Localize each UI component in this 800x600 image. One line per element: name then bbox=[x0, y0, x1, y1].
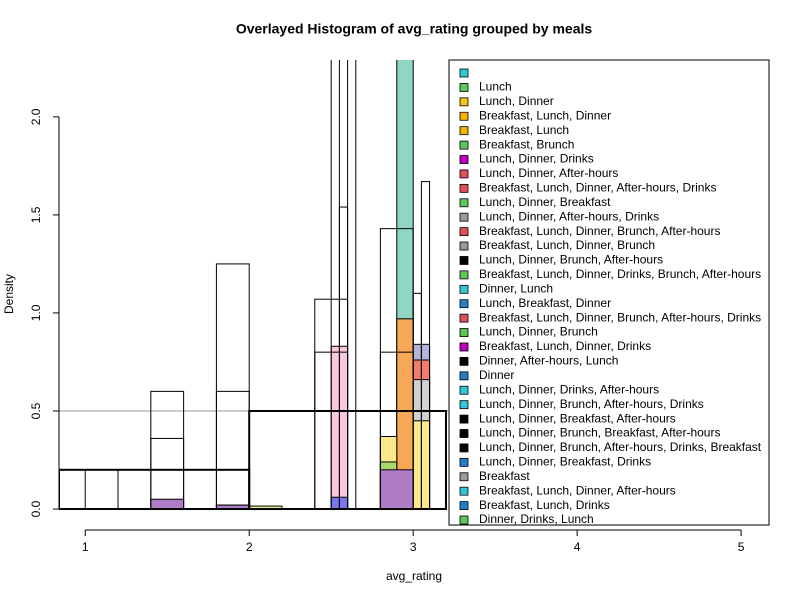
y-tick-label: 2.0 bbox=[29, 108, 43, 125]
chart-title: Overlayed Histogram of avg_rating groupe… bbox=[236, 21, 593, 37]
legend-label: Lunch, Dinner, Breakfast, Drinks bbox=[479, 455, 651, 469]
legend-swatch bbox=[459, 140, 469, 150]
legend-swatch bbox=[459, 457, 469, 467]
legend-label: Lunch, Dinner, Drinks, After-hours bbox=[479, 382, 659, 396]
legend-label: Breakfast, Lunch, Dinner, After-hours, D… bbox=[479, 181, 716, 195]
y-axis-label: Density bbox=[2, 274, 16, 314]
legend-label: Dinner, Lunch bbox=[479, 281, 553, 295]
legend-label: Lunch bbox=[479, 80, 512, 94]
histogram-bar bbox=[150, 437, 185, 510]
legend-label: Lunch, Dinner, Brunch, After-hours bbox=[479, 253, 663, 267]
legend-swatch bbox=[459, 400, 469, 410]
axes: 0.0 0.5 1.0 1.5 2.0 1 2 3 4 5 bbox=[29, 108, 745, 554]
legend-swatch bbox=[459, 284, 469, 294]
legend-swatch bbox=[459, 328, 469, 337]
legend-swatch bbox=[459, 241, 469, 251]
legend-box bbox=[448, 59, 770, 526]
histogram-bar bbox=[248, 409, 447, 511]
legend-swatch bbox=[459, 68, 469, 78]
legend-swatch bbox=[459, 212, 469, 222]
x-tick-label: 1 bbox=[82, 540, 89, 554]
legend-swatch bbox=[459, 270, 469, 280]
legend-swatch bbox=[459, 385, 469, 395]
legend-label: Lunch, Dinner, Brunch, Breakfast, After-… bbox=[479, 426, 720, 440]
legend-label: Breakfast, Lunch, Dinner bbox=[479, 108, 611, 122]
histogram-bar bbox=[347, 60, 357, 510]
legend-label: Lunch, Dinner, Brunch, After-hours, Drin… bbox=[479, 397, 704, 411]
legend-swatch bbox=[459, 443, 469, 453]
y-tick-label: 0.0 bbox=[29, 500, 43, 517]
legend-label: Lunch, Dinner, Brunch, After-hours, Drin… bbox=[479, 440, 762, 454]
legend-swatch bbox=[459, 342, 469, 352]
legend-swatch bbox=[459, 371, 469, 381]
x-tick-label: 4 bbox=[574, 540, 581, 554]
legend-swatch bbox=[459, 198, 469, 208]
histogram-bar bbox=[420, 181, 431, 510]
legend-swatch bbox=[459, 97, 469, 107]
legend-swatch bbox=[459, 126, 469, 136]
legend-swatch bbox=[459, 472, 469, 482]
legend-label: Breakfast bbox=[479, 469, 530, 483]
legend-label: Breakfast, Lunch, Dinner, After-hours bbox=[479, 483, 676, 497]
legend-label: Breakfast, Lunch, Dinner, Drinks, Brunch… bbox=[479, 267, 761, 281]
histogram-bar bbox=[84, 469, 119, 510]
legend-swatch bbox=[459, 111, 469, 121]
legend-label: Breakfast, Lunch, Dinner, Brunch bbox=[479, 238, 655, 252]
histogram-bar bbox=[215, 263, 250, 510]
legend-label: Lunch, Dinner, After-hours, Drinks bbox=[479, 209, 659, 223]
legend-swatch bbox=[459, 299, 469, 309]
x-tick-label: 5 bbox=[738, 540, 745, 554]
legend-swatch bbox=[459, 183, 469, 193]
legend-label: Lunch, Dinner bbox=[479, 94, 554, 108]
x-tick-label: 3 bbox=[410, 540, 417, 554]
legend-swatch bbox=[459, 515, 469, 525]
y-tick-label: 1.0 bbox=[29, 304, 43, 321]
legend-label: Lunch, Dinner, Breakfast bbox=[479, 195, 611, 209]
histogram-bar bbox=[150, 390, 185, 510]
legend-swatch bbox=[459, 83, 469, 92]
legend-swatch bbox=[459, 429, 469, 438]
x-axis-label: avg_rating bbox=[386, 569, 442, 583]
legend-label: Breakfast, Lunch, Dinner, Brunch, After-… bbox=[479, 224, 720, 238]
y-tick-label: 1.5 bbox=[29, 206, 43, 223]
legend-label: Breakfast, Lunch, Drinks bbox=[479, 498, 610, 512]
legend-swatch bbox=[459, 227, 469, 237]
legend-label: Lunch, Dinner, Breakfast, After-hours bbox=[479, 411, 676, 425]
legend-label: Breakfast, Lunch bbox=[479, 123, 569, 137]
legend-swatch bbox=[459, 313, 469, 323]
legend-label: Breakfast, Lunch, Dinner, Drinks bbox=[479, 339, 651, 353]
legend-label: Breakfast, Brunch bbox=[479, 137, 574, 151]
histogram-bar bbox=[150, 498, 185, 510]
legend-label: Dinner bbox=[479, 368, 514, 382]
legend-swatch bbox=[459, 169, 469, 179]
legend-label: Dinner, After-hours, Lunch bbox=[479, 354, 618, 368]
legend-swatch bbox=[459, 486, 469, 496]
legend-label: Lunch, Breakfast, Dinner bbox=[479, 296, 611, 310]
legend-swatch bbox=[459, 501, 469, 511]
legend-label: Breakfast, Lunch, Dinner, Brunch, After-… bbox=[479, 310, 761, 324]
y-tick-label: 0.5 bbox=[29, 402, 43, 419]
plot-area bbox=[59, 60, 769, 511]
legend-label: Dinner, Drinks, Lunch bbox=[479, 512, 594, 526]
legend-swatch bbox=[459, 155, 469, 164]
histogram-bar bbox=[379, 469, 414, 510]
histogram-bar bbox=[215, 390, 250, 510]
legend-swatch bbox=[459, 256, 469, 265]
legend-swatch bbox=[459, 356, 469, 366]
legend-label: Lunch, Dinner, Brunch bbox=[479, 325, 598, 339]
legend-label: Lunch, Dinner, After-hours bbox=[479, 166, 618, 180]
legend-swatch bbox=[459, 414, 469, 424]
legend-label: Lunch, Dinner, Drinks bbox=[479, 152, 594, 166]
x-tick-label: 2 bbox=[246, 540, 253, 554]
